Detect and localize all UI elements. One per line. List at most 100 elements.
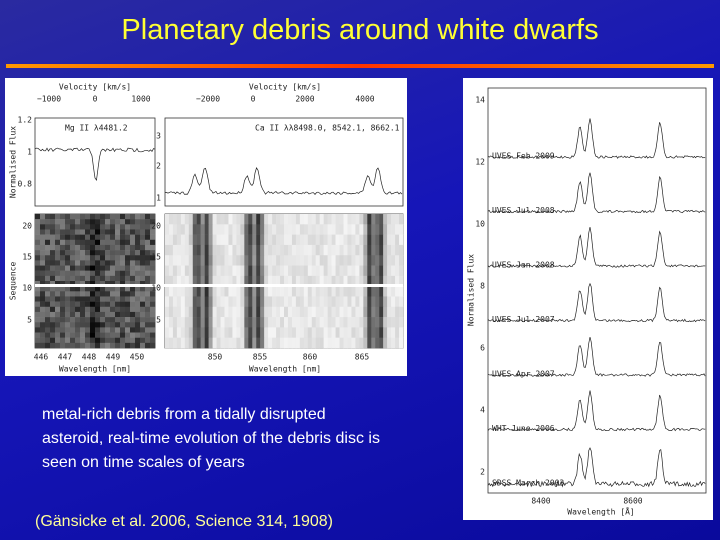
heatmap-cell: [236, 327, 241, 338]
heatmap-cell: [252, 234, 257, 246]
title-rule: [6, 64, 714, 68]
heatmap-cell: [291, 255, 297, 266]
heatmap-cell: [165, 327, 170, 338]
heatmap-cell: [228, 286, 233, 297]
heatmap-cell: [287, 306, 293, 318]
heatmap-cell: [75, 234, 81, 241]
heatmap-cell: [319, 224, 324, 235]
heatmap-cell: [130, 281, 136, 287]
heatmap-cell: [391, 296, 396, 308]
heatmap-cell: [150, 255, 156, 261]
heatmap-cell: [90, 322, 96, 328]
heatmap-cell: [355, 265, 360, 277]
heatmap-cell: [115, 244, 121, 251]
heatmap-cell: [252, 286, 257, 297]
heatmap-cell: [150, 291, 156, 297]
heatmap-cell: [327, 244, 332, 256]
heatmap-cell: [35, 224, 41, 230]
heatmap-cell: [110, 265, 116, 271]
heatmap-cell: [371, 244, 376, 256]
heatmap-cell: [140, 224, 146, 230]
heatmap-cell: [75, 291, 81, 297]
heatmap-cell: [276, 255, 281, 266]
heatmap-cell: [280, 286, 285, 297]
heatmap-cell: [268, 275, 273, 287]
heatmap-cell: [55, 265, 61, 271]
heatmap-cell: [359, 244, 364, 256]
heatmap-cell: [192, 317, 197, 328]
heatmap-cell: [204, 286, 209, 297]
heatmap-cell: [248, 275, 253, 287]
heatmap-cell: [307, 224, 312, 235]
heatmap-cell: [60, 219, 66, 225]
heatmap-cell: [311, 255, 316, 266]
heatmap-cell: [387, 306, 392, 318]
tick-label: 1000: [131, 95, 150, 104]
heatmap-cell: [280, 317, 285, 328]
heatmap-cell: [135, 311, 141, 318]
heatmap-cell: [95, 224, 101, 230]
heatmap-cell: [272, 255, 277, 266]
heatmap-cell: [224, 286, 229, 297]
heatmap-cell: [339, 306, 344, 318]
heatmap-cell: [299, 296, 305, 308]
heatmap-cell: [60, 296, 66, 302]
heatmap-cell: [224, 244, 229, 256]
heatmap-cell: [50, 260, 56, 266]
heatmap-cell: [375, 306, 380, 318]
heatmap-cell: [188, 327, 193, 338]
heatmap-cell: [236, 275, 241, 287]
epoch-spectrum: [487, 172, 706, 214]
heatmap-cell: [220, 244, 225, 256]
heatmap-cell: [130, 311, 136, 318]
heatmap-cell: [45, 244, 51, 251]
heatmap-cell: [395, 275, 400, 287]
heatmap-cell: [359, 275, 364, 287]
heatmap-cell: [208, 244, 213, 256]
body-line: metal-rich debris from a tidally disrupt…: [42, 406, 326, 423]
heatmap-cell: [391, 327, 396, 338]
heatmap-cell: [115, 327, 121, 333]
heatmap-cell: [351, 255, 356, 266]
heatmap-cell: [284, 255, 289, 266]
heatmap-cell: [85, 296, 91, 302]
heatmap-cell: [196, 327, 201, 338]
heatmap-cell: [55, 234, 61, 241]
heatmap-cell: [120, 322, 126, 328]
heatmap-cell: [311, 296, 316, 308]
heatmap-cell: [184, 317, 190, 328]
heatmap-cell: [150, 239, 156, 246]
heatmap-cell: [331, 234, 336, 246]
heatmap-cell: [172, 317, 178, 328]
heatmap-cell: [85, 332, 91, 338]
heatmap-cell: [115, 337, 121, 344]
tick-label: 850: [208, 353, 223, 362]
heatmap-cell: [65, 311, 71, 318]
heatmap-cell: [287, 234, 293, 246]
heatmap-cell: [391, 255, 396, 266]
heatmap-cell: [75, 327, 81, 333]
heatmap-cell: [260, 265, 265, 277]
heatmap-cell: [60, 281, 66, 287]
heatmap-cell: [100, 286, 106, 292]
heatmap-cell: [371, 234, 376, 246]
heatmap-cell: [248, 296, 253, 308]
heatmap-cell: [248, 306, 253, 318]
heatmap-cell: [45, 234, 51, 241]
heatmap-cell: [95, 260, 101, 266]
slide-title: Planetary debris around white dwarfs: [121, 14, 599, 46]
heatmap-cell: [105, 301, 111, 308]
heatmap-cell: [90, 255, 96, 261]
heatmap-cell: [375, 327, 380, 338]
heatmap-cell: [244, 337, 249, 349]
heatmap-cell: [375, 296, 380, 308]
heatmap-cell: [75, 296, 81, 302]
heatmap-cell: [115, 332, 121, 338]
heatmap-cell: [252, 337, 257, 349]
heatmap-cell: [130, 239, 136, 246]
heatmap-cell: [150, 250, 156, 256]
heatmap-cell: [65, 286, 71, 292]
heatmap-cell: [272, 265, 277, 277]
heatmap-cell: [105, 322, 111, 328]
axis-label: Sequence: [9, 262, 18, 301]
